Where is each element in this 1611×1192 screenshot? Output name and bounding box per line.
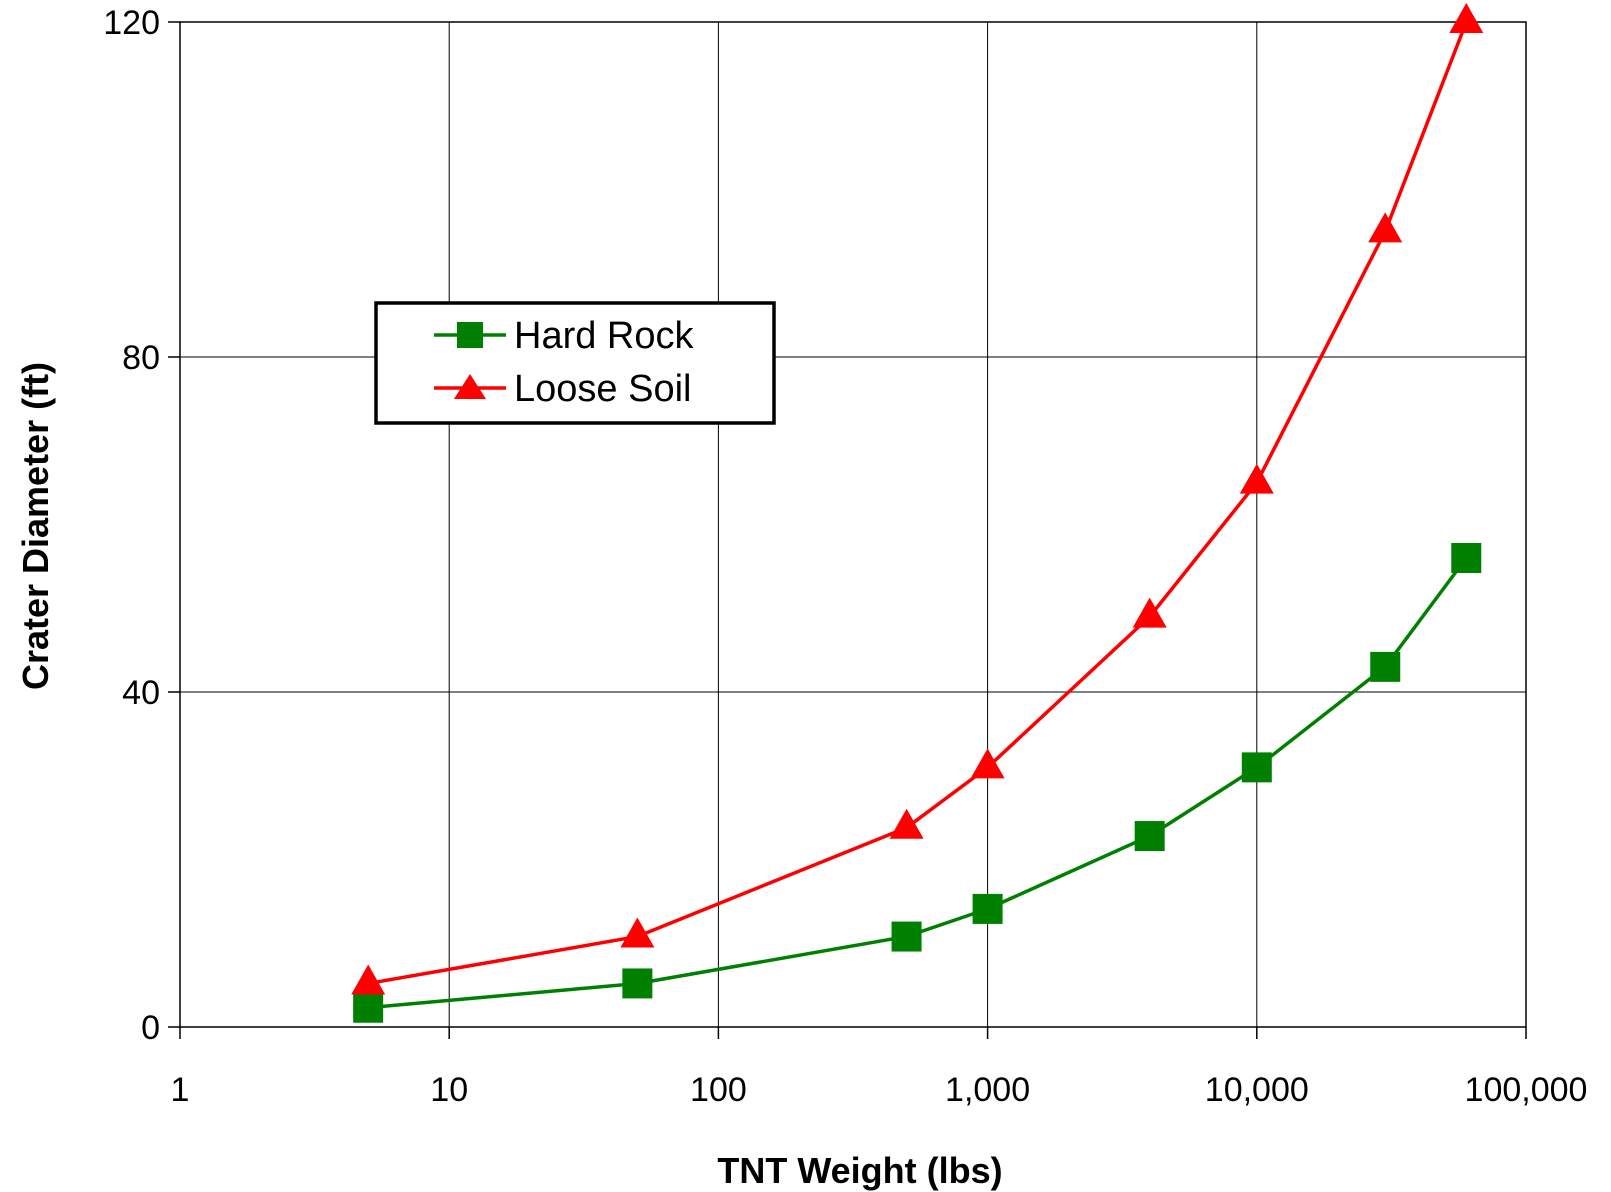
y-tick-label: 80	[122, 339, 160, 377]
legend-entry-loose-soil: Loose Soil	[434, 368, 691, 410]
legend-label-hard-rock: Hard Rock	[514, 315, 694, 357]
x-tick-label: 10,000	[1205, 1071, 1309, 1109]
series-layer	[351, 3, 1484, 1023]
legend-label-loose-soil: Loose Soil	[514, 368, 691, 410]
legend-marker-loose-soil	[454, 374, 486, 399]
data-point-loose-soil	[351, 964, 386, 995]
x-tick-label: 1	[171, 1071, 190, 1109]
data-point-loose-soil	[1132, 597, 1167, 628]
data-point-hard-rock	[1370, 651, 1401, 682]
legend-box	[374, 301, 776, 425]
axis-ticks: 1 10 100 1,000 10,000 100,000 0 40 80 120	[103, 4, 1587, 1109]
data-point-loose-soil	[1368, 212, 1403, 243]
data-point-hard-rock	[622, 968, 653, 999]
data-point-loose-soil	[1239, 463, 1274, 494]
plot-frame	[179, 21, 1527, 1028]
data-point-loose-soil	[1449, 3, 1484, 33]
data-point-hard-rock	[972, 893, 1003, 924]
series-line-hard-rock	[368, 556, 1468, 1010]
series-line-loose-soil	[367, 21, 1468, 986]
y-axis-title: Crater Diameter (ft)	[15, 362, 56, 690]
data-point-hard-rock	[353, 992, 384, 1023]
x-axis-title: TNT Weight (lbs)	[717, 1150, 1002, 1191]
x-tick-label: 100,000	[1465, 1071, 1588, 1109]
data-point-loose-soil	[620, 917, 655, 948]
y-tick-label: 120	[103, 4, 160, 42]
data-point-loose-soil	[970, 748, 1005, 779]
plot-area	[180, 22, 1526, 1027]
legend-entry-hard-rock: Hard Rock	[434, 315, 694, 357]
data-point-loose-soil	[889, 808, 924, 839]
legend: Hard Rock Loose Soil	[374, 301, 776, 425]
data-point-hard-rock	[891, 921, 922, 952]
y-tick-label: 40	[122, 674, 160, 712]
y-tick-label: 0	[141, 1009, 160, 1047]
x-tick-label: 100	[690, 1071, 747, 1109]
data-point-hard-rock	[1241, 752, 1272, 783]
data-point-hard-rock	[1134, 821, 1165, 852]
data-point-hard-rock	[1451, 543, 1482, 573]
legend-marker-hard-rock	[457, 322, 483, 348]
x-tick-label: 1,000	[945, 1071, 1030, 1109]
x-tick-label: 10	[430, 1071, 468, 1109]
